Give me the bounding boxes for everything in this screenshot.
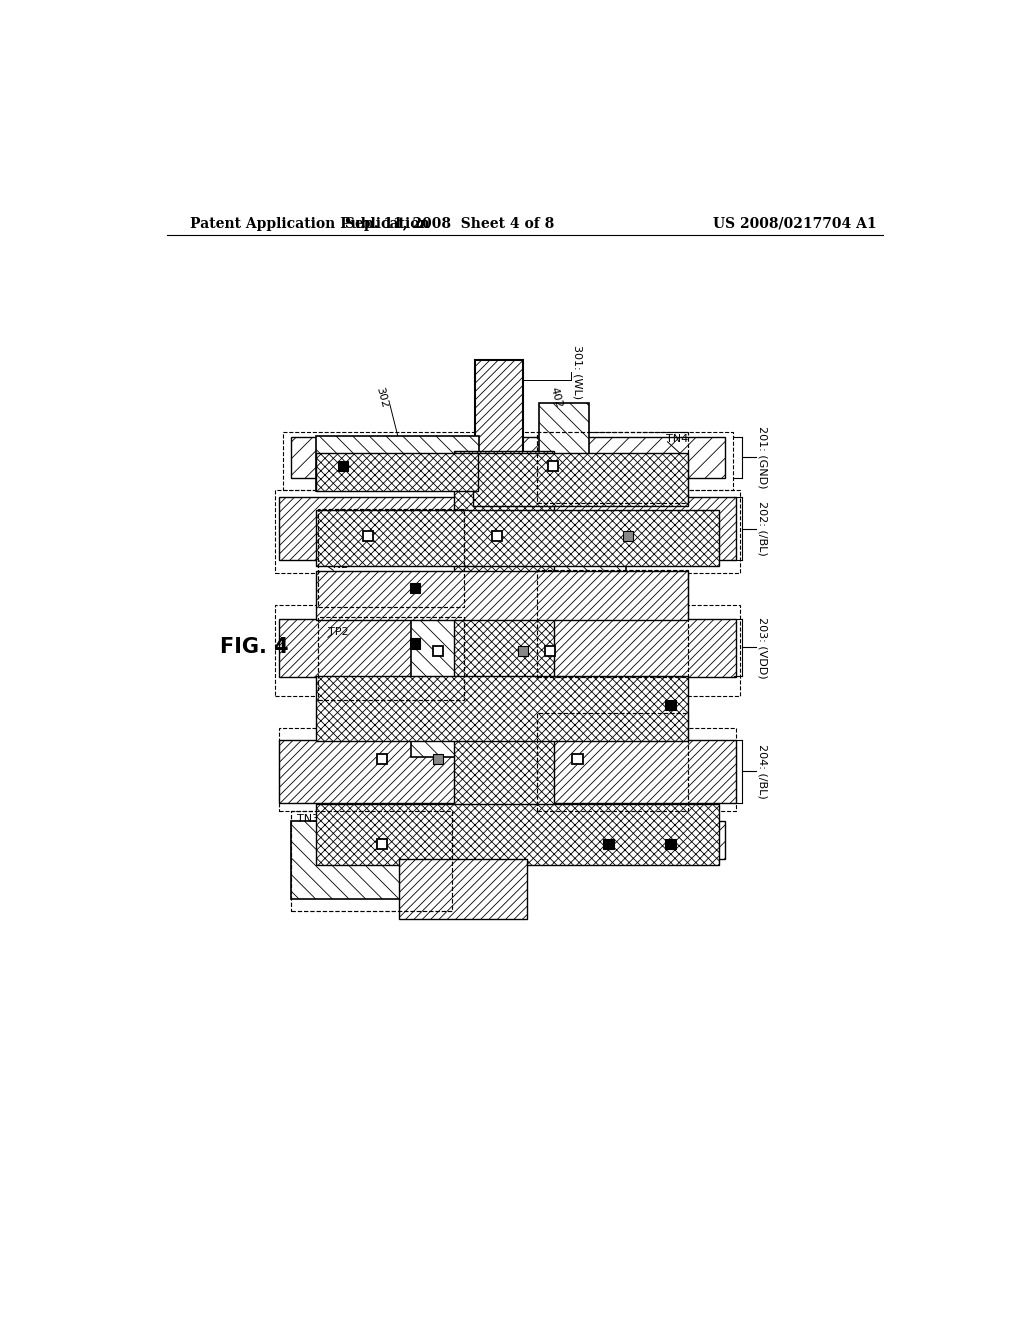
Bar: [291, 812, 452, 911]
Bar: [275, 490, 740, 573]
Bar: [475, 360, 523, 859]
Bar: [538, 713, 688, 812]
Bar: [316, 676, 688, 742]
Bar: [364, 531, 374, 541]
Bar: [283, 432, 732, 490]
Bar: [275, 605, 740, 696]
Bar: [539, 404, 589, 507]
Text: 203: (VDD): 203: (VDD): [758, 616, 767, 678]
Bar: [399, 859, 527, 919]
Bar: [454, 451, 554, 851]
Bar: [280, 729, 736, 812]
Bar: [316, 804, 719, 866]
Bar: [291, 821, 414, 899]
Bar: [538, 570, 688, 677]
Text: TN4: TN4: [666, 434, 688, 445]
Bar: [473, 453, 688, 507]
Text: TN1: TN1: [628, 708, 650, 718]
Bar: [317, 508, 464, 607]
Text: TN3: TN3: [297, 814, 319, 824]
Bar: [291, 437, 725, 478]
Text: 502: 502: [610, 550, 631, 561]
Text: 302: 302: [375, 385, 390, 409]
Bar: [538, 535, 627, 620]
Text: US 2008/0217704 A1: US 2008/0217704 A1: [713, 216, 877, 231]
Text: 402: 402: [548, 385, 563, 409]
Bar: [548, 462, 558, 471]
Text: 202: (/BL): 202: (/BL): [758, 502, 767, 556]
Bar: [603, 838, 613, 849]
Bar: [411, 618, 461, 758]
Bar: [492, 531, 502, 541]
Text: TN2: TN2: [326, 560, 348, 570]
Bar: [518, 647, 528, 656]
Bar: [316, 436, 479, 491]
Text: Sep. 11, 2008  Sheet 4 of 8: Sep. 11, 2008 Sheet 4 of 8: [345, 216, 554, 231]
Bar: [377, 754, 387, 764]
Bar: [316, 572, 688, 620]
Text: TP2: TP2: [328, 627, 348, 638]
Text: 201: (GND): 201: (GND): [758, 426, 767, 488]
Bar: [291, 821, 725, 859]
Bar: [410, 639, 420, 648]
Bar: [433, 647, 443, 656]
Bar: [538, 432, 688, 503]
Text: FIG. 4: FIG. 4: [220, 638, 289, 657]
Text: TP1: TP1: [628, 578, 648, 589]
Text: 301: (WL): 301: (WL): [572, 346, 582, 400]
Bar: [410, 583, 420, 593]
Text: 501: 501: [397, 677, 412, 700]
Bar: [317, 616, 464, 700]
Bar: [433, 754, 443, 764]
Bar: [546, 647, 555, 656]
Text: Patent Application Publication: Patent Application Publication: [190, 216, 430, 231]
Bar: [280, 498, 736, 561]
Bar: [666, 838, 676, 849]
Bar: [623, 531, 633, 541]
Bar: [572, 754, 583, 764]
Bar: [377, 838, 387, 849]
Bar: [280, 739, 736, 803]
Bar: [316, 510, 719, 566]
Bar: [338, 462, 348, 471]
Bar: [280, 619, 736, 677]
Bar: [316, 453, 477, 491]
Bar: [666, 700, 676, 710]
Text: 204: (/BL): 204: (/BL): [758, 744, 767, 799]
